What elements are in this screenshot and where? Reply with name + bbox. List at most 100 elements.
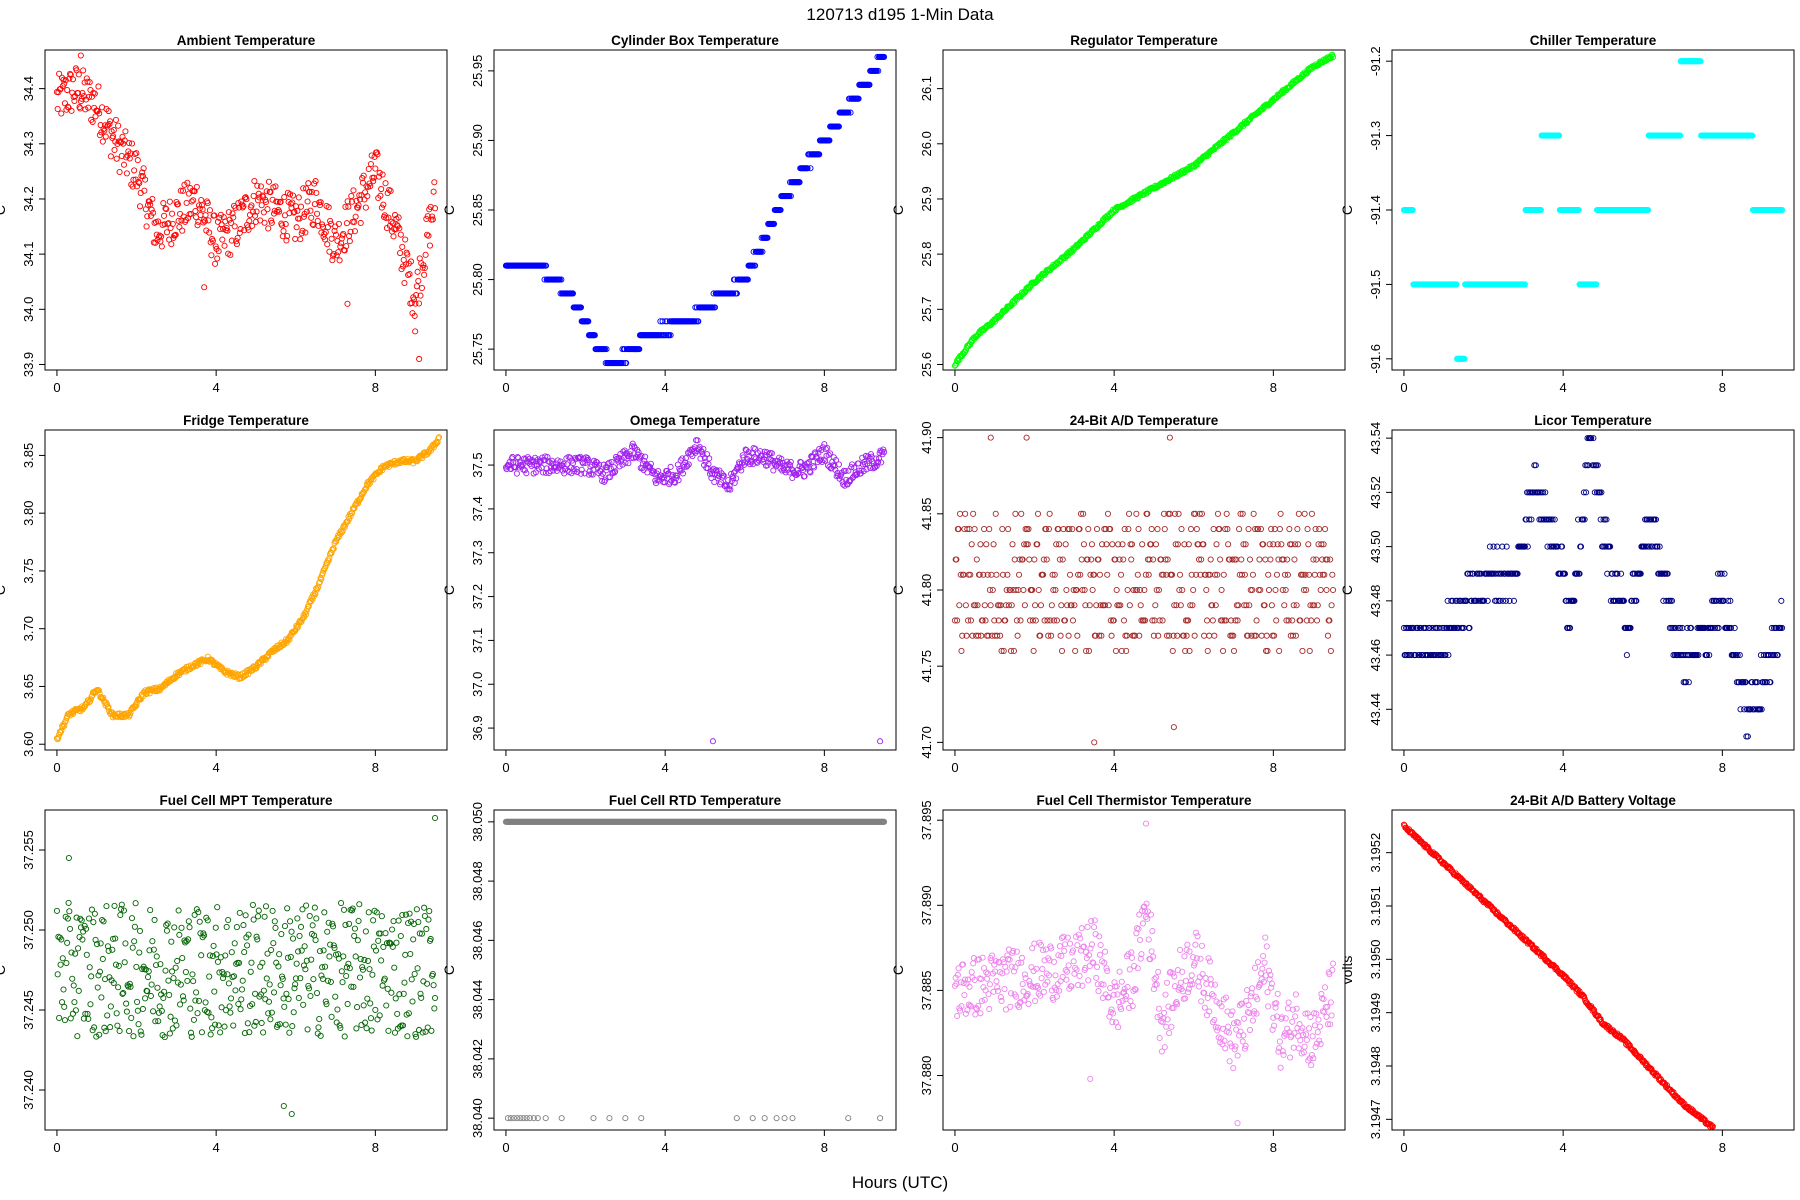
data-point	[1326, 617, 1333, 624]
data-point	[1091, 571, 1098, 578]
data-point	[1245, 525, 1252, 533]
data-point	[1409, 206, 1416, 214]
data-point	[59, 723, 66, 731]
data-point	[435, 435, 442, 442]
data-point	[305, 180, 312, 187]
data-point	[105, 107, 112, 115]
data-point	[1742, 679, 1749, 686]
data-point	[1575, 206, 1582, 214]
data-point	[201, 932, 208, 939]
data-point	[330, 545, 337, 552]
data-point	[880, 446, 887, 453]
data-point	[240, 203, 247, 210]
data-point	[415, 918, 422, 926]
data-point	[405, 920, 412, 927]
data-point	[228, 237, 235, 244]
data-point	[208, 656, 215, 663]
data-point	[1537, 206, 1544, 214]
data-point	[1142, 571, 1149, 578]
data-point	[1238, 556, 1245, 563]
data-point	[968, 541, 975, 548]
data-point	[1130, 586, 1137, 594]
data-point	[967, 571, 974, 578]
data-point	[322, 229, 329, 236]
data-point	[1183, 632, 1190, 639]
data-point	[308, 188, 315, 195]
data-point	[350, 187, 357, 194]
data-point	[1061, 617, 1069, 624]
data-point	[305, 985, 313, 992]
data-point	[1159, 617, 1166, 624]
data-point	[194, 222, 201, 229]
data-point	[61, 1003, 68, 1010]
data-point	[1116, 556, 1123, 563]
data-point	[1314, 602, 1321, 609]
data-point	[366, 966, 373, 973]
data-point	[249, 222, 256, 229]
data-point	[1047, 617, 1054, 624]
data-point	[513, 459, 520, 466]
data-point	[1021, 602, 1028, 609]
data-point	[142, 176, 149, 183]
data-point	[198, 1029, 205, 1036]
data-point	[1115, 541, 1122, 548]
chart-title: Ambient Temperature	[177, 33, 316, 48]
data-point	[808, 453, 815, 460]
data-point	[257, 991, 264, 998]
data-point	[639, 465, 646, 472]
data-point	[1549, 516, 1556, 523]
data-point	[976, 571, 983, 578]
data-point	[1237, 510, 1244, 517]
data-point	[153, 953, 160, 960]
data-point	[307, 992, 314, 1000]
data-point	[620, 359, 627, 367]
data-point	[1166, 434, 1173, 441]
x-tick-label: 4	[1111, 380, 1118, 395]
data-point	[180, 997, 187, 1004]
data-point	[250, 916, 257, 923]
plot-frame	[493, 49, 897, 371]
plot-frame	[44, 429, 448, 751]
data-point	[1246, 556, 1254, 563]
data-point	[1126, 510, 1133, 517]
data-point	[309, 922, 316, 929]
data-point	[1220, 571, 1227, 578]
data-point	[397, 1023, 404, 1030]
data-point	[122, 128, 129, 135]
y-axis-label: C	[441, 965, 457, 975]
data-point	[255, 907, 262, 914]
data-point	[826, 137, 833, 144]
y-tick-label: 43.54	[1368, 422, 1383, 455]
data-point	[338, 529, 345, 536]
data-point	[738, 467, 745, 474]
data-point	[308, 956, 315, 963]
data-point	[1468, 597, 1475, 604]
data-point	[1101, 602, 1109, 609]
data-point	[343, 243, 350, 250]
data-point	[64, 939, 71, 946]
data-point	[313, 915, 320, 922]
data-point	[647, 460, 654, 467]
data-point	[787, 458, 794, 465]
data-point	[1225, 541, 1232, 548]
data-point	[1124, 586, 1131, 594]
data-point	[318, 576, 325, 583]
data-point	[1544, 543, 1551, 550]
data-point	[1217, 556, 1224, 563]
data-point	[71, 999, 78, 1006]
data-point	[540, 469, 547, 476]
data-point	[326, 554, 333, 561]
data-point	[134, 998, 141, 1005]
data-point	[290, 209, 297, 216]
data-point	[1324, 556, 1331, 563]
data-point	[205, 1009, 212, 1016]
data-point	[1009, 541, 1016, 548]
data-point	[1170, 632, 1177, 639]
data-point	[362, 928, 369, 935]
data-point	[1058, 602, 1065, 609]
data-point	[359, 179, 366, 186]
data-point	[405, 271, 412, 279]
data-point	[847, 109, 854, 116]
data-point	[297, 236, 304, 243]
data-point	[325, 204, 332, 211]
